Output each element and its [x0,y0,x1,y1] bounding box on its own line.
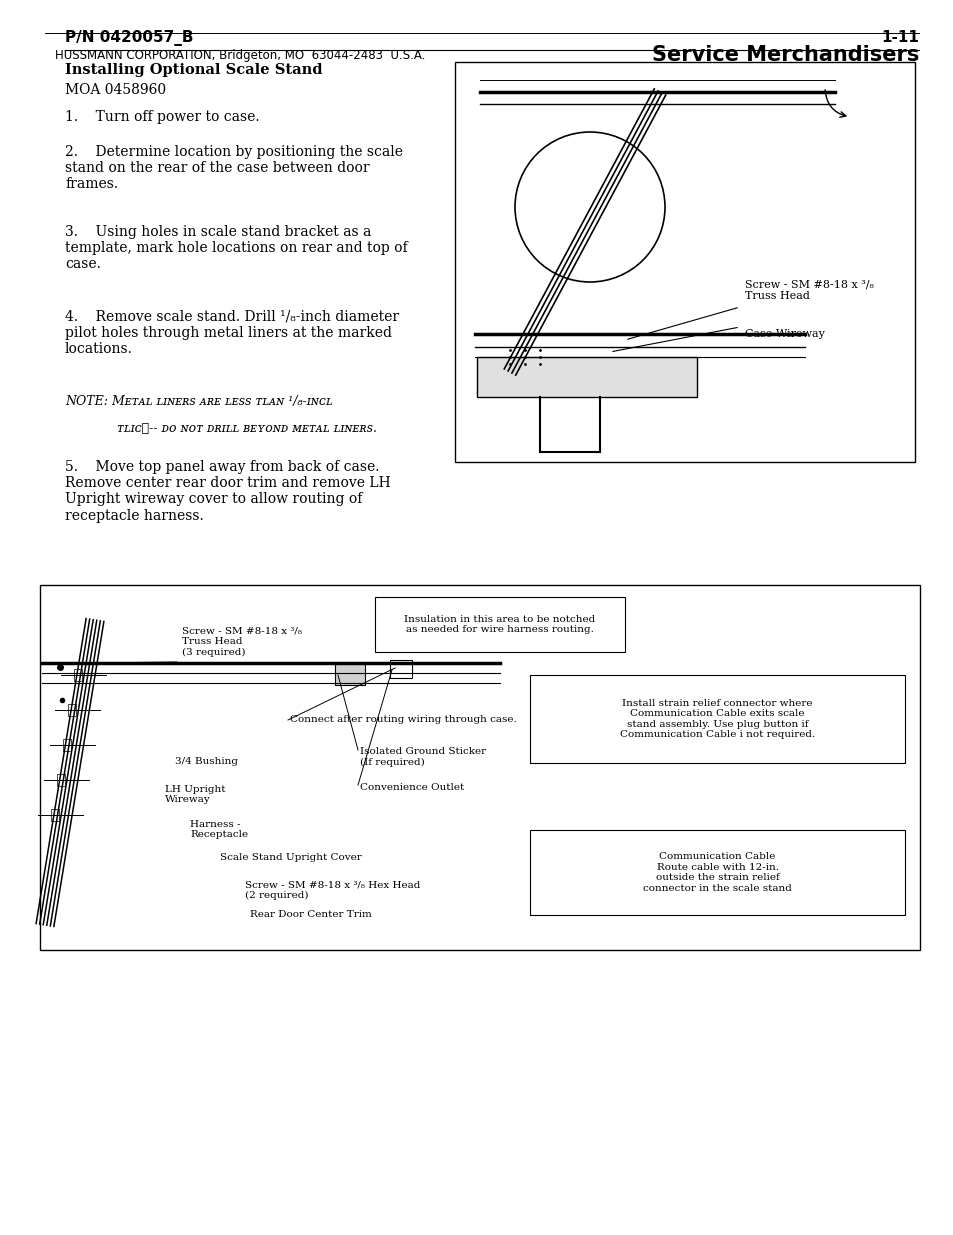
Text: 1.    Turn off power to case.: 1. Turn off power to case. [65,110,259,124]
Text: Rear Door Center Trim: Rear Door Center Trim [250,910,372,919]
Bar [63,739,71,751]
Text: 5.    Move top panel away from back of case.
Remove center rear door trim and re: 5. Move top panel away from back of case… [65,459,390,522]
Text: Convenience Outlet: Convenience Outlet [359,783,464,792]
Text: HUSSMANN CORPORATION, Bridgeton, MO  63044-2483  U.S.A.: HUSSMANN CORPORATION, Bridgeton, MO 6304… [55,48,425,62]
Text: NOTE: Mᴇᴛᴀʟ ʟɪɴᴇʀs ᴀʀᴇ ʟᴇss ᴛʟᴀɴ ¹/₈-ɪɴᴄʟ: NOTE: Mᴇᴛᴀʟ ʟɪɴᴇʀs ᴀʀᴇ ʟᴇss ᴛʟᴀɴ ¹/₈-ɪɴᴄ… [65,395,333,408]
Text: Screw - SM #8-18 x ³/₈ Hex Head
(2 required): Screw - SM #8-18 x ³/₈ Hex Head (2 requi… [245,881,420,899]
Text: Install strain relief connector where
Communication Cable exits scale
stand asse: Install strain relief connector where Co… [619,699,814,739]
Text: Scale Stand Upright Cover: Scale Stand Upright Cover [220,853,361,862]
Text: Harness -
Receptacle: Harness - Receptacle [190,820,248,840]
Text: 4.    Remove scale stand. Drill ¹/₈-inch diameter
pilot holes through metal line: 4. Remove scale stand. Drill ¹/₈-inch di… [65,310,398,357]
Bar [476,357,697,396]
Bar [40,585,919,950]
Text: Installing Optional Scale Stand: Installing Optional Scale Stand [65,63,322,77]
Text: Insulation in this area to be notched
as needed for wire harness routing.: Insulation in this area to be notched as… [404,615,595,635]
Text: ᴛʟɪᴄҸ-- ᴅᴏ ɴᴏᴛ ᴅʀɪʟʟ ʙᴇʏᴏɴᴅ ᴍᴇᴛᴀʟ ʟɪɴᴇʀs.: ᴛʟɪᴄҸ-- ᴅᴏ ɴᴏᴛ ᴅʀɪʟʟ ʙᴇʏᴏɴᴅ ᴍᴇᴛᴀʟ ʟɪɴᴇʀs… [117,422,376,435]
Text: Screw - SM #8-18 x ³/₈
Truss Head: Screw - SM #8-18 x ³/₈ Truss Head [744,279,873,301]
Bar [335,663,365,685]
Text: 3.    Using holes in scale stand bracket as a
template, mark hole locations on r: 3. Using holes in scale stand bracket as… [65,225,407,272]
Text: P/N 0420057_B: P/N 0420057_B [65,30,193,46]
Text: Case Wireway: Case Wireway [744,329,824,338]
Text: 1-11: 1-11 [881,31,918,46]
Bar [74,669,82,680]
Text: Connect after routing wiring through case.: Connect after routing wiring through cas… [290,715,517,724]
Bar [69,704,76,716]
Text: Service Merchandisers: Service Merchandisers [651,44,918,65]
Bar [375,597,624,652]
Text: 3/4 Bushing: 3/4 Bushing [174,757,237,766]
Bar [530,830,904,915]
Bar [530,676,904,763]
Text: Communication Cable
Route cable with 12-in.
outside the strain relief
connector : Communication Cable Route cable with 12-… [642,852,791,893]
Text: MOA 0458960: MOA 0458960 [65,83,166,98]
Text: 2.    Determine location by positioning the scale
stand on the rear of the case : 2. Determine location by positioning the… [65,144,402,191]
Text: LH Upright
Wireway: LH Upright Wireway [165,785,225,804]
Bar [57,774,65,785]
Bar [51,809,59,821]
Bar [455,62,914,462]
Text: Screw - SM #8-18 x ³/₈
Truss Head
(3 required): Screw - SM #8-18 x ³/₈ Truss Head (3 req… [182,627,302,657]
Bar [390,659,412,678]
Text: Isolated Ground Sticker
(If required): Isolated Ground Sticker (If required) [359,747,486,767]
